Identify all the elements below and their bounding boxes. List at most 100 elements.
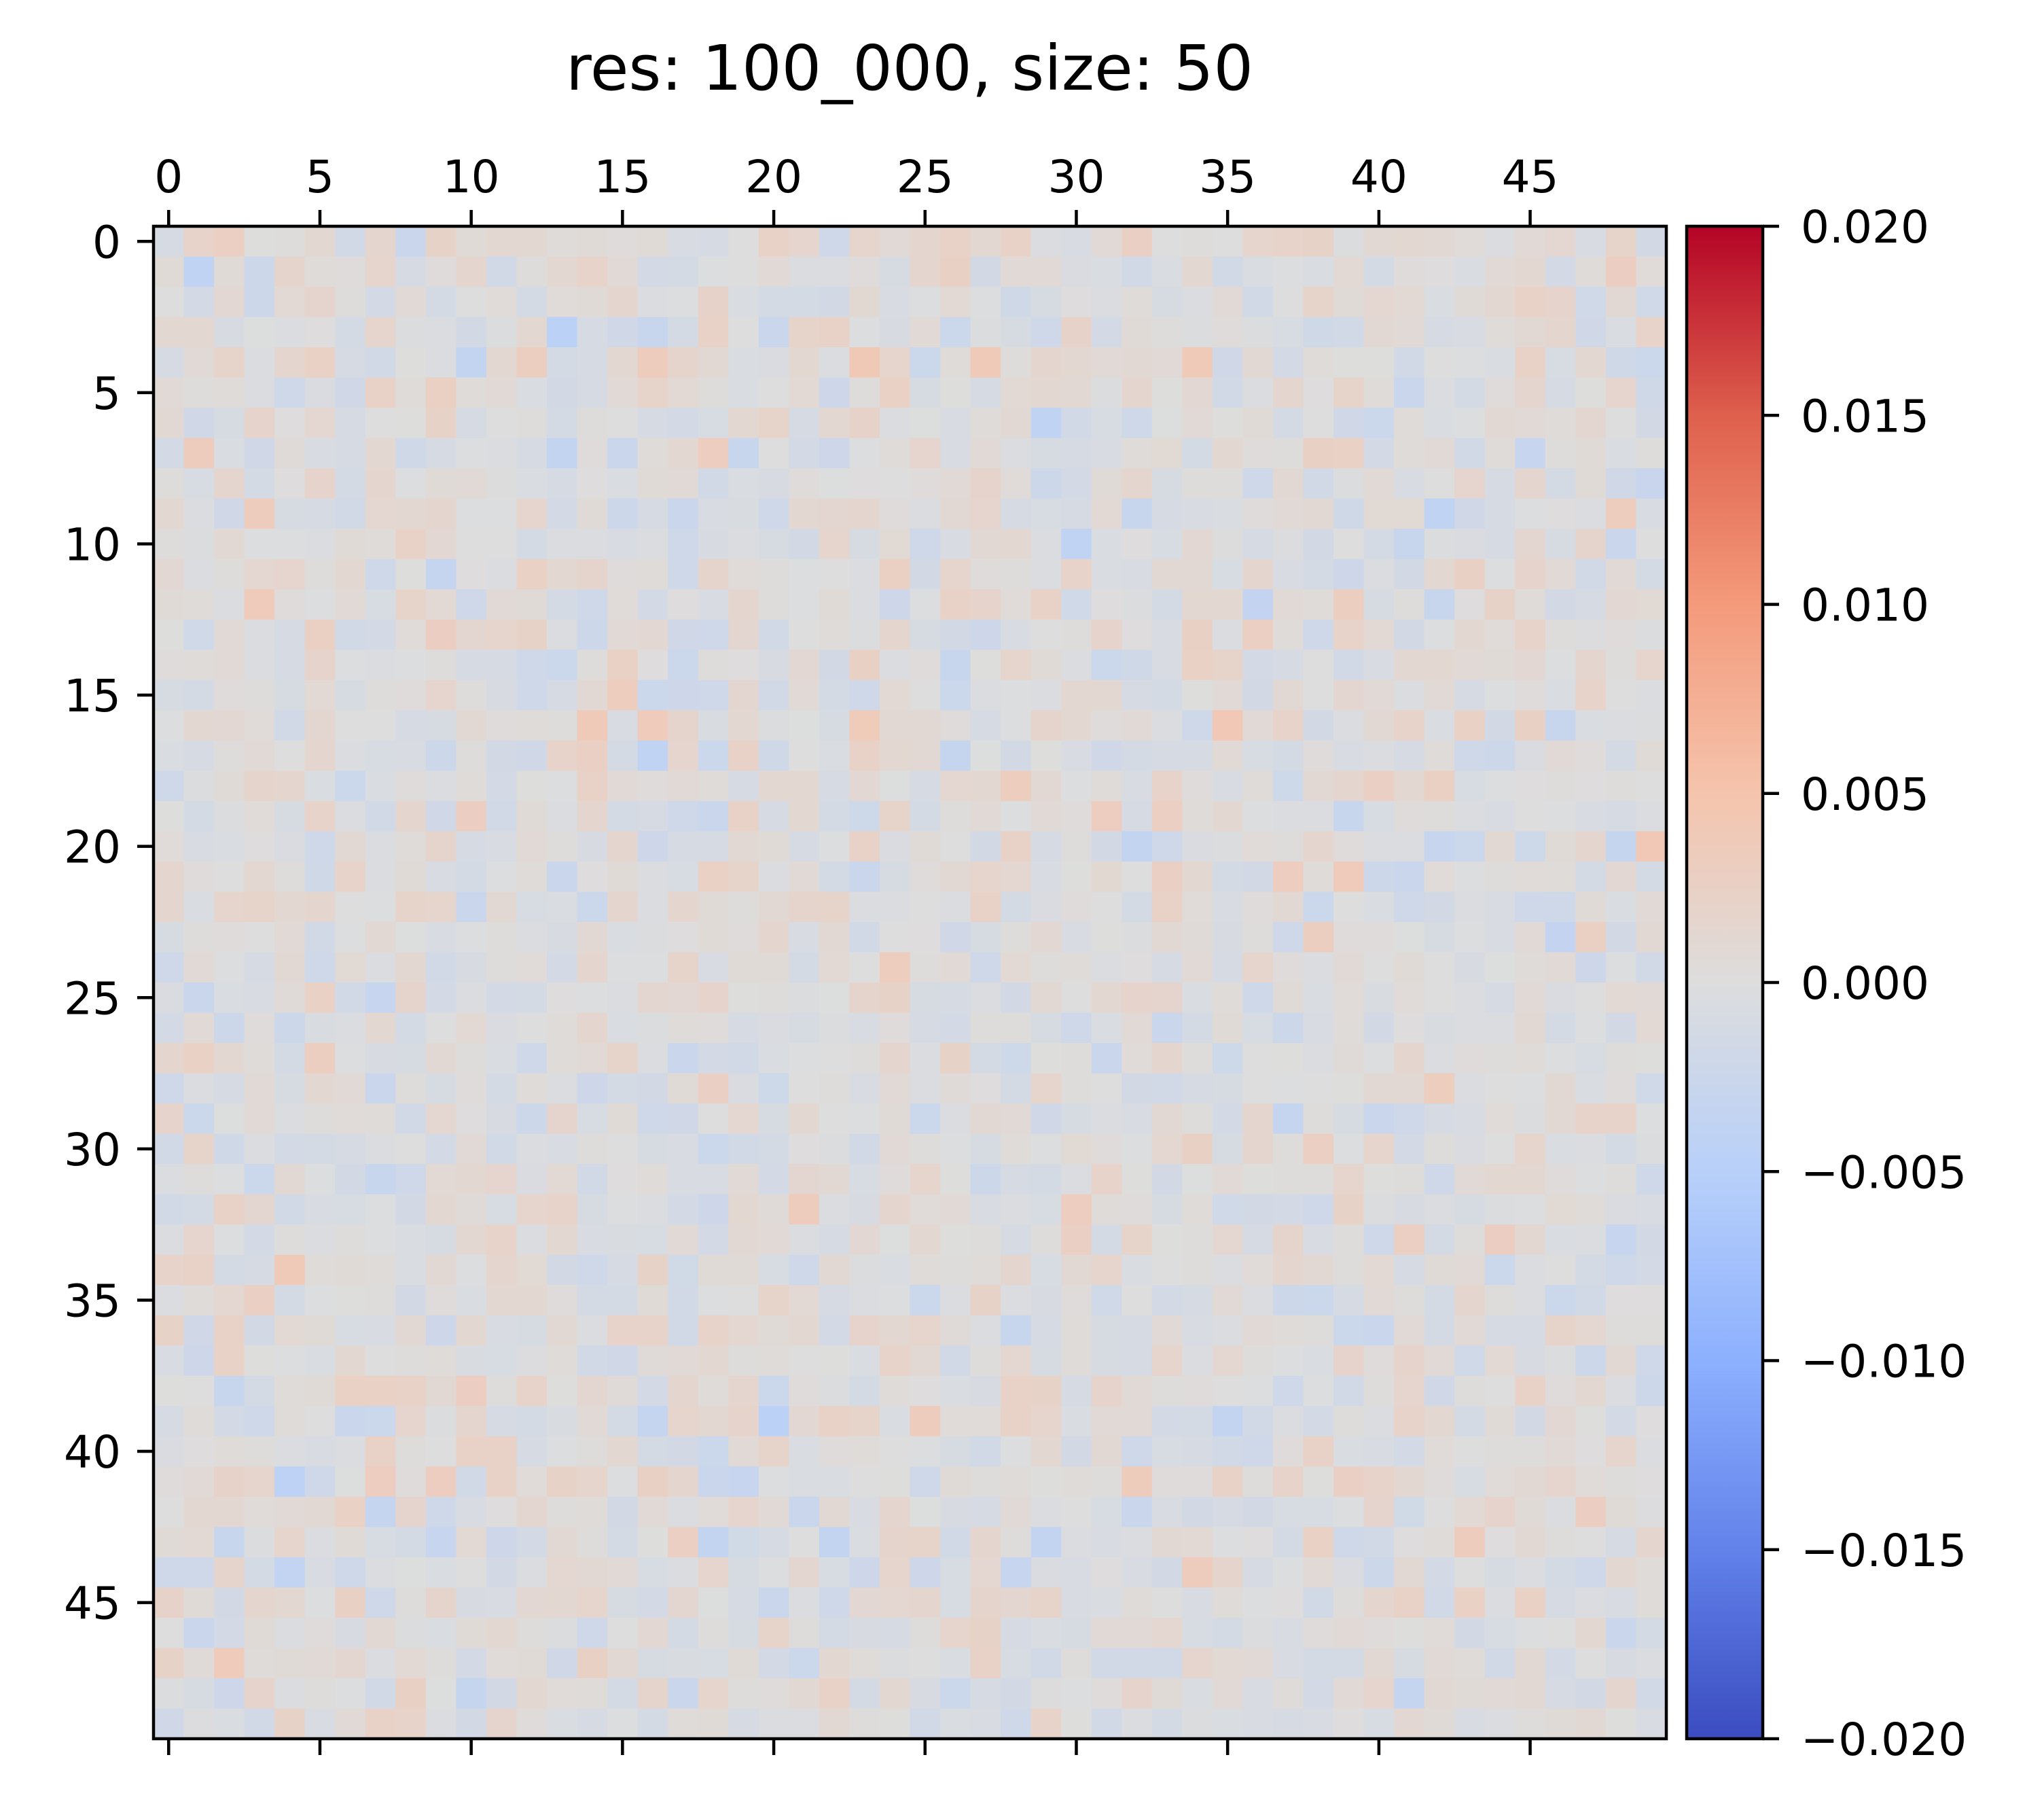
heatmap-cell	[1182, 347, 1213, 378]
heatmap-cell	[577, 1496, 608, 1527]
heatmap-cell	[365, 1708, 396, 1739]
heatmap-cell	[1363, 1164, 1395, 1195]
heatmap-cell	[1333, 408, 1365, 439]
heatmap-cell	[1605, 559, 1637, 590]
heatmap-cell	[577, 1708, 608, 1739]
heatmap-cell	[183, 1164, 215, 1195]
heatmap-cell	[1151, 771, 1183, 802]
heatmap-cell	[1242, 498, 1274, 529]
heatmap-cell	[940, 679, 971, 711]
heatmap-cell	[274, 226, 306, 258]
heatmap-cell	[486, 1043, 518, 1074]
heatmap-cell	[668, 800, 699, 832]
heatmap-cell	[1575, 952, 1607, 983]
heatmap-cell	[879, 952, 911, 983]
heatmap-cell	[304, 438, 336, 469]
heatmap-cell	[1454, 1496, 1486, 1527]
heatmap-cell	[1212, 740, 1244, 771]
heatmap-cell	[1575, 1436, 1607, 1467]
heatmap-cell	[1001, 1073, 1032, 1104]
heatmap-cell	[1636, 589, 1667, 620]
heatmap-cell	[304, 1043, 336, 1074]
heatmap-cell	[486, 1708, 518, 1739]
heatmap-cell	[214, 1678, 245, 1710]
heatmap-cell	[1394, 1164, 1425, 1195]
heatmap-cell	[758, 1043, 789, 1074]
heatmap-cell	[1515, 317, 1546, 348]
heatmap-cell	[1303, 1345, 1334, 1377]
heatmap-cell	[970, 952, 1001, 983]
heatmap-cell	[516, 559, 548, 590]
heatmap-cell	[425, 619, 456, 650]
heatmap-cell	[970, 468, 1001, 499]
heatmap-cell	[1242, 1043, 1274, 1074]
heatmap-cell	[1030, 710, 1062, 741]
heatmap-cell	[789, 1285, 820, 1316]
heatmap-cell	[183, 589, 215, 620]
heatmap-cell	[183, 771, 215, 802]
heatmap-cell	[698, 1496, 729, 1527]
heatmap-cell	[1001, 891, 1032, 923]
heatmap-cell	[425, 800, 456, 832]
x-tick-label: 45	[1502, 151, 1559, 203]
heatmap-cell	[1424, 1133, 1455, 1165]
heatmap-cell	[910, 1527, 941, 1558]
heatmap-cell	[547, 1617, 578, 1649]
heatmap-cell	[1061, 317, 1092, 348]
heatmap-cell	[274, 650, 306, 681]
heatmap-cell	[1484, 1406, 1516, 1437]
heatmap-cell	[789, 1527, 820, 1558]
heatmap-cell	[577, 740, 608, 771]
heatmap-cell	[1303, 347, 1334, 378]
heatmap-cell	[637, 1708, 668, 1739]
heatmap-cell	[1303, 1436, 1334, 1467]
heatmap-cell	[1605, 1617, 1637, 1649]
heatmap-cell	[274, 740, 306, 771]
heatmap-cell	[183, 287, 215, 318]
heatmap-cell	[456, 1375, 487, 1406]
heatmap-cell	[244, 1285, 275, 1316]
heatmap-cell	[183, 921, 215, 953]
heatmap-cell	[668, 952, 699, 983]
heatmap-cell	[577, 1617, 608, 1649]
heatmap-cell	[758, 468, 789, 499]
heatmap-cell	[1333, 831, 1365, 862]
heatmap-cell	[1030, 1315, 1062, 1346]
heatmap-cell	[1454, 740, 1486, 771]
heatmap-cell	[1122, 468, 1153, 499]
heatmap-cell	[698, 1073, 729, 1104]
heatmap-cell	[1091, 710, 1122, 741]
heatmap-cell	[1151, 1557, 1183, 1588]
heatmap-cell	[1484, 377, 1516, 408]
heatmap-cell	[547, 498, 578, 529]
heatmap-cell	[1363, 498, 1395, 529]
heatmap-cell	[849, 619, 880, 650]
heatmap-cell	[1454, 1043, 1486, 1074]
heatmap-cell	[1575, 1315, 1607, 1346]
heatmap-cell	[577, 650, 608, 681]
heatmap-cell	[1182, 256, 1213, 287]
heatmap-cell	[1182, 771, 1213, 802]
heatmap-cell	[1363, 1254, 1395, 1286]
heatmap-cell	[1363, 1012, 1395, 1044]
heatmap-cell	[1605, 438, 1637, 469]
heatmap-cell	[1001, 800, 1032, 832]
heatmap-cell	[1122, 1254, 1153, 1286]
heatmap-cell	[1272, 891, 1304, 923]
heatmap-cell	[154, 1375, 185, 1406]
heatmap-cell	[849, 1466, 880, 1498]
heatmap-cell	[1001, 1164, 1032, 1195]
heatmap-cell	[154, 1254, 185, 1286]
heatmap-cell	[849, 891, 880, 923]
heatmap-cell	[879, 650, 911, 681]
heatmap-cell	[395, 559, 427, 590]
heatmap-cell	[154, 226, 185, 258]
heatmap-cell	[940, 1496, 971, 1527]
heatmap-cell	[1424, 589, 1455, 620]
heatmap-cell	[940, 1527, 971, 1558]
heatmap-cell	[1061, 1648, 1092, 1679]
heatmap-cell	[819, 800, 850, 832]
heatmap-cell	[1272, 679, 1304, 711]
heatmap-cell	[728, 377, 759, 408]
heatmap-cell	[1545, 1254, 1576, 1286]
